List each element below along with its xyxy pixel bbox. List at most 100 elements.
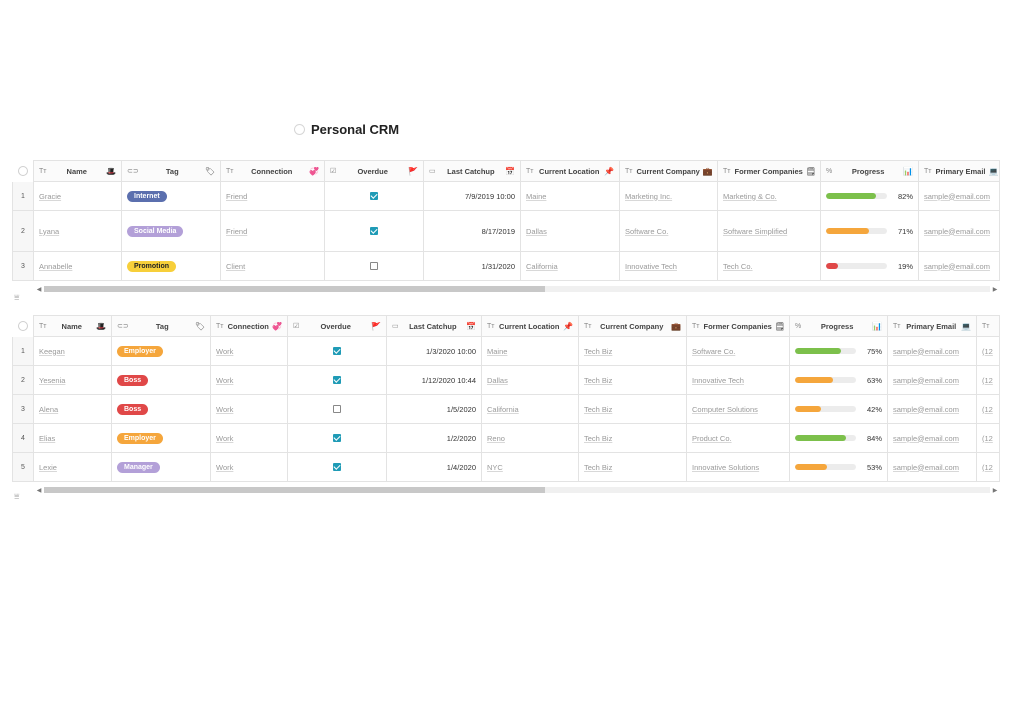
current-location-cell[interactable]: Dallas bbox=[521, 211, 620, 252]
tag-badge[interactable]: Social Media bbox=[127, 225, 184, 237]
filter-icon[interactable]: ⩸ bbox=[14, 491, 20, 501]
progress-cell[interactable]: 71% bbox=[821, 211, 919, 252]
current-company-cell[interactable]: Innovative Tech bbox=[620, 252, 718, 281]
scroll-right-arrow-icon[interactable]: ▶ bbox=[992, 487, 998, 494]
former-companies[interactable]: Innovative Tech bbox=[692, 375, 744, 385]
name-cell[interactable]: Elias bbox=[34, 424, 112, 453]
extra-column[interactable]: (12 bbox=[982, 462, 993, 472]
former-companies[interactable]: Innovative Solutions bbox=[692, 462, 760, 472]
extra-column[interactable]: (12 bbox=[982, 375, 993, 385]
former-companies[interactable]: Product Co. bbox=[692, 433, 732, 443]
column-header-connection[interactable]: Tт Connection 💞 bbox=[221, 160, 325, 182]
table-row[interactable]: 5 Lexie Manager Work 1/4/2020 NYC Tech Biz Inno… bbox=[12, 453, 1000, 482]
table-row[interactable]: 3 Alena Boss Work 1/5/2020 California Tech Biz… bbox=[12, 395, 1000, 424]
tag-badge[interactable]: Manager bbox=[117, 461, 160, 473]
extra-column-cell[interactable]: (12 bbox=[977, 424, 1000, 453]
scroll-right-arrow-icon[interactable]: ▶ bbox=[992, 286, 998, 293]
connection-cell[interactable]: Friend bbox=[221, 211, 325, 252]
overdue-checkbox[interactable] bbox=[333, 405, 341, 413]
tag-cell[interactable]: Social Media bbox=[122, 211, 221, 252]
column-header-last-catchup[interactable]: ▭ Last Catchup 📅 bbox=[387, 315, 482, 337]
extra-column-cell[interactable]: (12 bbox=[977, 453, 1000, 482]
last-catchup-cell[interactable]: 1/5/2020 bbox=[387, 395, 482, 424]
connection[interactable]: Work bbox=[216, 404, 234, 414]
select-all-circle-icon[interactable] bbox=[17, 166, 28, 176]
select-all-circle-icon[interactable] bbox=[17, 321, 28, 331]
select-all-cell[interactable] bbox=[12, 160, 34, 182]
current-location-cell[interactable]: Reno bbox=[482, 424, 579, 453]
current-location-cell[interactable]: Dallas bbox=[482, 366, 579, 395]
scrollbar-track[interactable] bbox=[44, 286, 990, 292]
primary-email[interactable]: sample@email.com bbox=[893, 346, 959, 356]
overdue-cell[interactable] bbox=[288, 395, 387, 424]
connection-cell[interactable]: Work bbox=[211, 453, 288, 482]
scroll-left-arrow-icon[interactable]: ◀ bbox=[36, 286, 42, 293]
current-location[interactable]: Dallas bbox=[487, 375, 508, 385]
progress-cell[interactable]: 19% bbox=[821, 252, 919, 281]
tag-cell[interactable]: Manager bbox=[112, 453, 211, 482]
connection[interactable]: Client bbox=[226, 261, 246, 271]
extra-column-cell[interactable]: (12 bbox=[977, 395, 1000, 424]
current-company-cell[interactable]: Tech Biz bbox=[579, 424, 687, 453]
name-cell[interactable]: Lexie bbox=[34, 453, 112, 482]
former-companies[interactable]: Tech Co. bbox=[723, 261, 753, 271]
overdue-checkbox[interactable] bbox=[370, 227, 378, 235]
table-row[interactable]: 1 Gracie Internet Friend 7/9/2019 10:00 Maine… bbox=[12, 182, 1000, 211]
last-catchup-cell[interactable]: 8/17/2019 bbox=[424, 211, 521, 252]
current-company[interactable]: Marketing Inc. bbox=[625, 191, 673, 201]
primary-email-cell[interactable]: sample@email.com bbox=[888, 453, 977, 482]
table-row[interactable]: 4 Elias Employer Work 1/2/2020 Reno Tech Biz Pr… bbox=[12, 424, 1000, 453]
table-row[interactable]: 1 Keegan Employer Work 1/3/2020 10:00 Maine Te… bbox=[12, 337, 1000, 366]
progress-cell[interactable]: 63% bbox=[790, 366, 888, 395]
select-all-cell[interactable] bbox=[12, 315, 34, 337]
current-company[interactable]: Tech Biz bbox=[584, 433, 613, 443]
column-header-last-catchup[interactable]: ▭ Last Catchup 📅 bbox=[424, 160, 521, 182]
column-header-overdue[interactable]: ☑ Overdue 🚩 bbox=[325, 160, 424, 182]
overdue-checkbox[interactable] bbox=[333, 434, 341, 442]
name[interactable]: Alena bbox=[39, 404, 59, 414]
primary-email[interactable]: sample@email.com bbox=[893, 462, 959, 472]
column-header-primary-email[interactable]: Tт Primary Email 💻 bbox=[888, 315, 977, 337]
name[interactable]: Lexie bbox=[39, 462, 57, 472]
tag-cell[interactable]: Employer bbox=[112, 424, 211, 453]
column-header-progress[interactable]: % Progress 📊 bbox=[821, 160, 919, 182]
last-catchup-cell[interactable]: 1/31/2020 bbox=[424, 252, 521, 281]
primary-email[interactable]: sample@email.com bbox=[893, 404, 959, 414]
progress-cell[interactable]: 82% bbox=[821, 182, 919, 211]
current-location-cell[interactable]: California bbox=[521, 252, 620, 281]
overdue-cell[interactable] bbox=[325, 182, 424, 211]
former-companies-cell[interactable]: Computer Solutions bbox=[687, 395, 790, 424]
primary-email[interactable]: sample@email.com bbox=[924, 191, 990, 201]
tag-cell[interactable]: Internet bbox=[122, 182, 221, 211]
former-companies-cell[interactable]: Software Co. bbox=[687, 337, 790, 366]
overdue-cell[interactable] bbox=[288, 424, 387, 453]
last-catchup-cell[interactable]: 7/9/2019 10:00 bbox=[424, 182, 521, 211]
name-cell[interactable]: Lyana bbox=[34, 211, 122, 252]
current-company[interactable]: Tech Biz bbox=[584, 375, 613, 385]
overdue-checkbox[interactable] bbox=[333, 376, 341, 384]
former-companies-cell[interactable]: Marketing & Co. bbox=[718, 182, 821, 211]
connection[interactable]: Work bbox=[216, 375, 234, 385]
current-location-cell[interactable]: Maine bbox=[482, 337, 579, 366]
column-header-former-companies[interactable]: Tт Former Companies 🗒 bbox=[687, 315, 790, 337]
column-header-name[interactable]: Tт Name 🎩 bbox=[34, 160, 122, 182]
table-row[interactable]: 2 Lyana Social Media Friend 8/17/2019 Dallas S… bbox=[12, 211, 1000, 252]
column-header-overdue[interactable]: ☑ Overdue 🚩 bbox=[288, 315, 387, 337]
table-row[interactable]: 2 Yesenia Boss Work 1/12/2020 10:44 Dallas Tec… bbox=[12, 366, 1000, 395]
extra-column[interactable]: (12 bbox=[982, 404, 993, 414]
tag-cell[interactable]: Boss bbox=[112, 395, 211, 424]
primary-email-cell[interactable]: sample@email.com bbox=[888, 395, 977, 424]
column-header-former-companies[interactable]: Tт Former Companies 🗒 bbox=[718, 160, 821, 182]
name[interactable]: Annabelle bbox=[39, 261, 73, 271]
tag-cell[interactable]: Boss bbox=[112, 366, 211, 395]
former-companies[interactable]: Software Co. bbox=[692, 346, 736, 356]
former-companies[interactable]: Software Simplified bbox=[723, 226, 788, 236]
overdue-cell[interactable] bbox=[288, 453, 387, 482]
primary-email-cell[interactable]: sample@email.com bbox=[888, 337, 977, 366]
overdue-cell[interactable] bbox=[325, 211, 424, 252]
former-companies[interactable]: Marketing & Co. bbox=[723, 191, 777, 201]
current-company[interactable]: Tech Biz bbox=[584, 346, 613, 356]
current-location[interactable]: California bbox=[526, 261, 558, 271]
primary-email[interactable]: sample@email.com bbox=[924, 226, 990, 236]
tag-badge[interactable]: Employer bbox=[117, 345, 163, 357]
